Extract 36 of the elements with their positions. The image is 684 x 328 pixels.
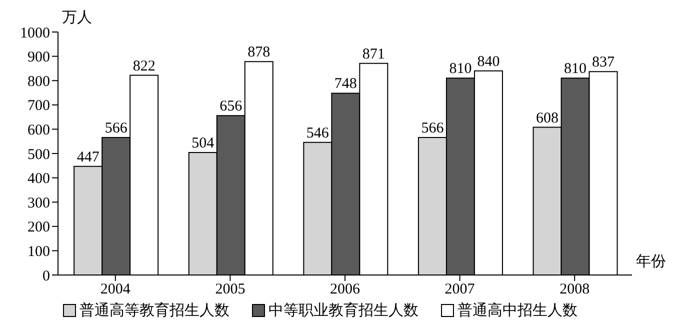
data-label: 840	[477, 54, 500, 70]
data-label: 566	[104, 120, 128, 136]
y-tick-label: 900	[28, 50, 50, 66]
y-tick-label: 300	[28, 195, 50, 212]
x-tick-label: 2007	[444, 282, 476, 298]
data-label: 608	[536, 110, 559, 126]
x-tick-label: 2004	[100, 282, 131, 298]
data-label: 837	[592, 54, 616, 71]
legend-label: 普通高中招生人数	[458, 301, 578, 320]
x-axis-title: 年份	[636, 253, 666, 271]
data-label: 656	[220, 98, 243, 115]
data-label: 546	[306, 125, 330, 142]
x-tick-label: 2008	[560, 282, 590, 298]
data-label: 566	[421, 120, 444, 136]
x-tick-label: 2005	[215, 282, 246, 298]
data-label: 871	[362, 46, 385, 62]
data-label: 447	[76, 149, 100, 166]
data-label: 878	[248, 44, 270, 61]
y-tick-label: 200	[28, 220, 50, 236]
data-label: 504	[192, 136, 215, 152]
y-tick-label: 600	[28, 122, 50, 139]
data-label: 810	[564, 61, 587, 78]
y-tick-label: 400	[28, 171, 50, 188]
data-label: 822	[132, 58, 156, 74]
y-tick-label: 700	[28, 98, 50, 114]
y-tick-label: 100	[28, 244, 50, 260]
data-label: 810	[449, 61, 472, 78]
legend-label: 普通高等教育招生人数	[80, 301, 230, 320]
legend-label: 中等职业教育招生人数	[268, 301, 418, 320]
y-tick-label: 1000	[20, 25, 50, 42]
x-tick-label: 2006	[330, 282, 360, 298]
data-label: 748	[334, 76, 357, 92]
y-tick-label: 800	[28, 74, 50, 90]
y-tick-label: 500	[28, 146, 50, 163]
y-tick-label: 0	[42, 268, 50, 284]
y-axis-title: 万人	[62, 9, 92, 27]
